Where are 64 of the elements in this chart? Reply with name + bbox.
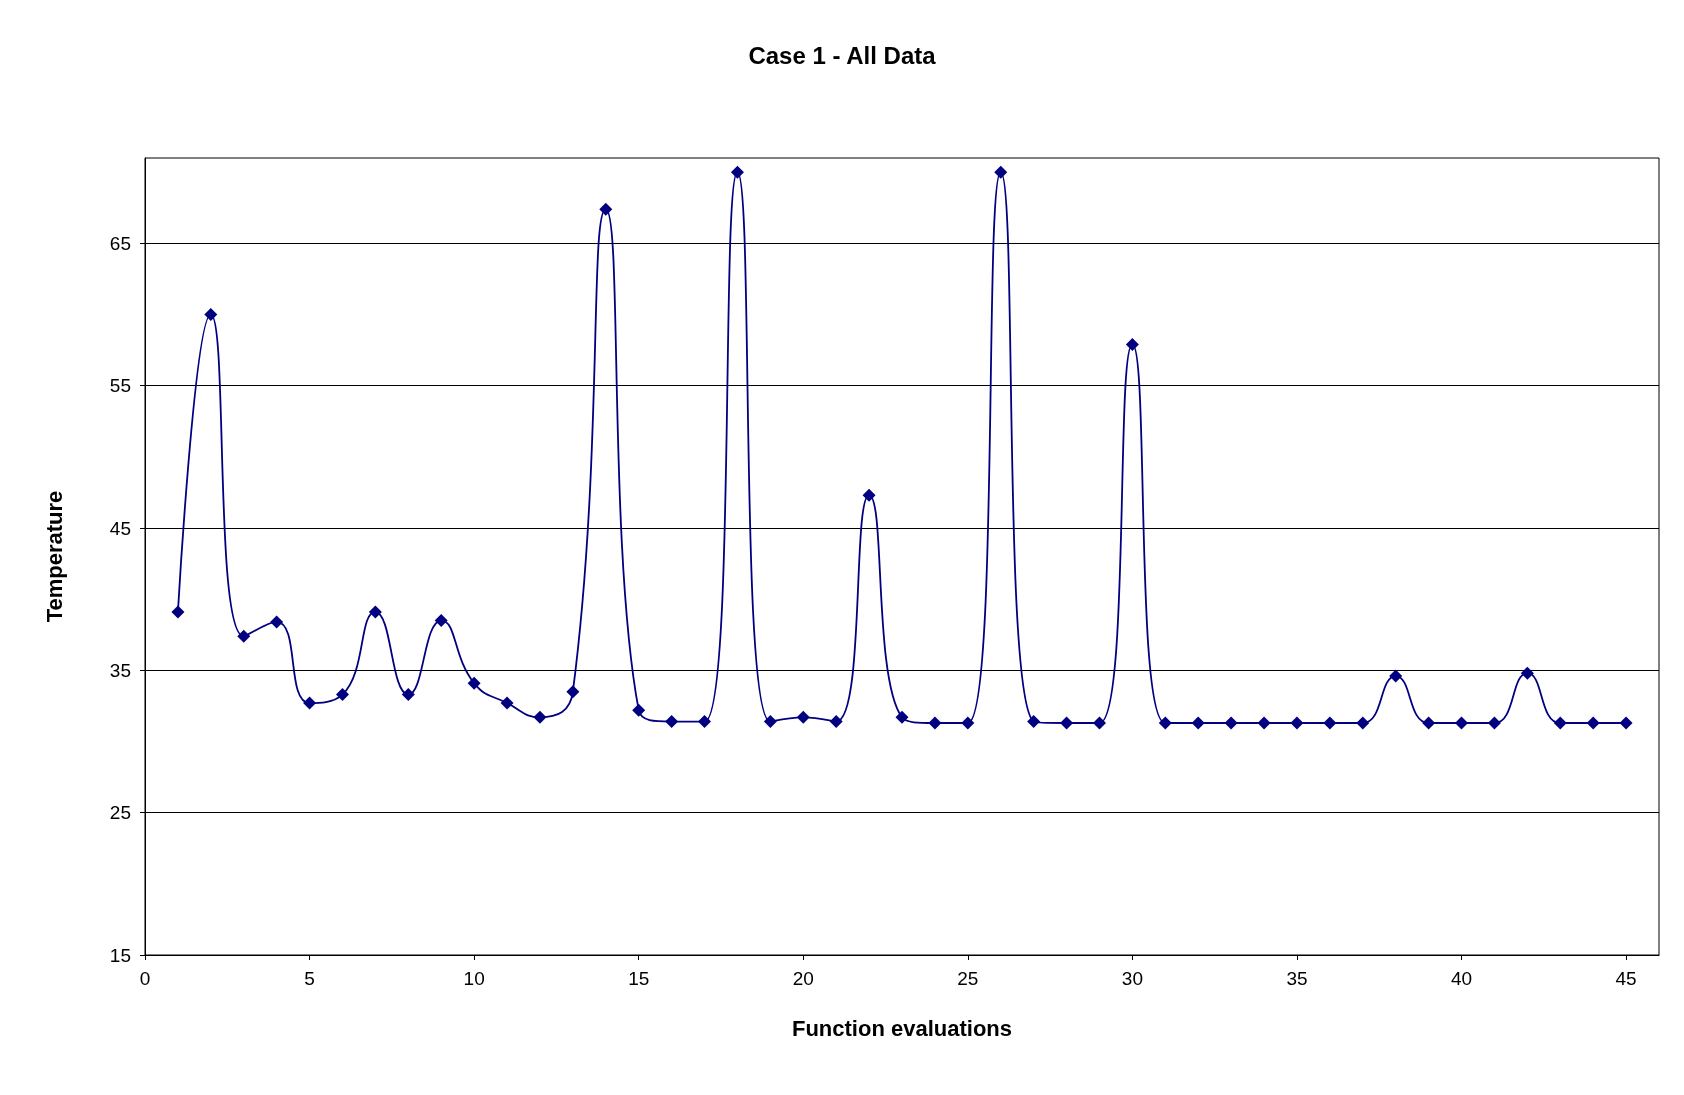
x-tick-label: 40: [1450, 968, 1473, 989]
point: [467, 676, 481, 690]
point: [895, 710, 909, 724]
point: [1553, 716, 1567, 730]
y-tick-label: 45: [109, 517, 131, 539]
x-tick-label: 20: [792, 968, 814, 989]
point: [500, 696, 514, 710]
x-tick-label: 5: [304, 968, 315, 989]
point: [1619, 716, 1633, 730]
point: [1290, 716, 1304, 730]
point: [566, 685, 580, 699]
x-tick-label: 0: [139, 968, 151, 989]
x-tick-label: 30: [1121, 968, 1143, 989]
point: [1092, 716, 1106, 730]
point: [1455, 716, 1469, 730]
y-tick-label: 35: [109, 659, 131, 681]
point: [1356, 716, 1370, 730]
point: [1191, 716, 1205, 730]
point: [237, 629, 251, 643]
point: [1586, 716, 1600, 730]
point: [1257, 716, 1271, 730]
point: [1027, 715, 1041, 729]
point: [368, 605, 382, 619]
point: [1520, 666, 1534, 680]
point: [1060, 716, 1074, 730]
point: [1158, 716, 1172, 730]
point: [1323, 716, 1337, 730]
point: [961, 716, 975, 730]
point: [665, 715, 679, 729]
point: [632, 703, 646, 717]
x-tick-label: 25: [957, 968, 979, 989]
y-axis-title: Temperature: [41, 490, 67, 623]
point: [994, 165, 1008, 179]
point: [171, 605, 185, 619]
point: [303, 696, 317, 710]
point: [204, 308, 218, 322]
point: [928, 716, 942, 730]
point: [730, 165, 744, 179]
point: [401, 688, 415, 702]
point: [862, 488, 876, 502]
point: [533, 710, 547, 724]
point: [1224, 716, 1238, 730]
point: [763, 715, 777, 729]
x-tick-label: 35: [1286, 968, 1308, 989]
x-axis-title: Function evaluations: [791, 1015, 1013, 1041]
point: [1389, 669, 1403, 683]
point: [335, 688, 349, 702]
point: [1487, 716, 1501, 730]
point: [698, 715, 712, 729]
x-tick-label: 15: [628, 968, 650, 989]
point: [599, 202, 613, 216]
y-tick-label: 25: [109, 802, 131, 824]
point: [1125, 337, 1139, 351]
chart-title: Case 1 - All Data: [748, 41, 937, 69]
x-tick-label: 45: [1615, 968, 1637, 989]
point: [270, 615, 284, 629]
y-tick-label: 55: [109, 375, 131, 397]
point: [434, 614, 448, 628]
x-tick-label: 10: [463, 968, 485, 989]
point: [1422, 716, 1436, 730]
point: [796, 710, 810, 724]
point: [829, 715, 843, 729]
y-tick-label: 65: [109, 232, 131, 254]
y-tick-label: 15: [109, 944, 131, 966]
